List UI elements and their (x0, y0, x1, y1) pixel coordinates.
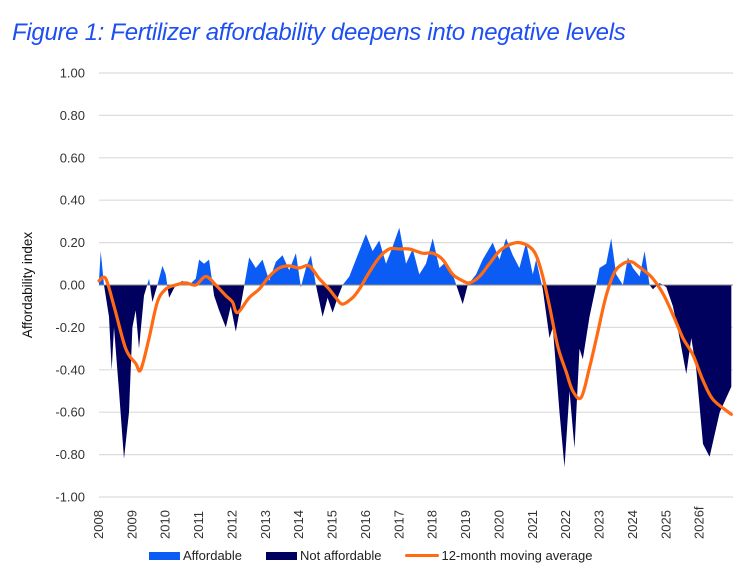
x-tick-label: 2010 (158, 510, 173, 539)
x-tick-label: 2026f (692, 506, 707, 539)
y-tick-label: -0.20 (55, 320, 85, 335)
affordable-area (99, 227, 732, 285)
legend: Affordable Not affordable 12-month movin… (149, 548, 617, 563)
legend-label-moving-average: 12-month moving average (441, 548, 593, 563)
y-axis-ticks: 1.00 0.80 0.60 0.40 0.20 0.00 -0.20 -0.40 -0.60 -… (55, 66, 85, 505)
y-tick-label: -1.00 (55, 490, 85, 505)
chart-title: Figure 1: Fertilizer affordability deepe… (12, 19, 626, 46)
not-affordable-area (99, 285, 732, 468)
x-axis-ticks: 2008 2009 2010 2011 2012 2013 2014 2015 2016 2017… (91, 506, 707, 539)
y-tick-label: -0.40 (55, 362, 85, 377)
gridlines (99, 72, 733, 498)
x-tick-label: 2014 (291, 510, 306, 539)
x-tick-label: 2019 (458, 510, 473, 539)
y-tick-label: 0.00 (60, 278, 85, 293)
legend-item-affordable: Affordable (149, 548, 242, 563)
x-tick-label: 2016 (358, 510, 373, 539)
y-tick-label: 0.80 (60, 108, 85, 123)
x-tick-label: 2021 (525, 510, 540, 539)
y-axis-label: Affordability index (20, 232, 35, 339)
y-tick-label: 1.00 (60, 66, 85, 81)
y-tick-label: -0.60 (55, 405, 85, 420)
legend-swatch-not-affordable (266, 551, 298, 560)
x-tick-label: 2017 (391, 510, 406, 539)
x-tick-label: 2023 (592, 510, 607, 539)
y-tick-label: 0.60 (60, 150, 85, 165)
x-tick-label: 2024 (625, 510, 640, 539)
moving-average-line (97, 240, 733, 416)
x-tick-label: 2015 (325, 510, 340, 539)
x-tick-label: 2009 (124, 510, 139, 539)
legend-label-not-affordable: Not affordable (300, 548, 382, 563)
y-tick-label: -0.80 (55, 447, 85, 462)
legend-swatch-affordable (149, 551, 180, 560)
x-tick-label: 2025 (658, 510, 673, 539)
x-tick-label: 2008 (91, 510, 106, 539)
x-tick-label: 2020 (491, 510, 506, 539)
x-tick-label: 2018 (425, 510, 440, 539)
x-tick-label: 2022 (558, 510, 573, 539)
legend-item-not-affordable: Not affordable (266, 548, 381, 563)
x-tick-label: 2013 (258, 510, 273, 539)
x-tick-label: 2012 (224, 510, 239, 539)
y-tick-label: 0.20 (60, 235, 85, 250)
y-tick-label: 0.40 (60, 193, 85, 208)
legend-item-moving-average: 12-month moving average (405, 548, 593, 563)
legend-swatch-moving-average (405, 554, 440, 557)
x-tick-label: 2011 (191, 511, 206, 539)
legend-label-affordable: Affordable (183, 548, 243, 563)
